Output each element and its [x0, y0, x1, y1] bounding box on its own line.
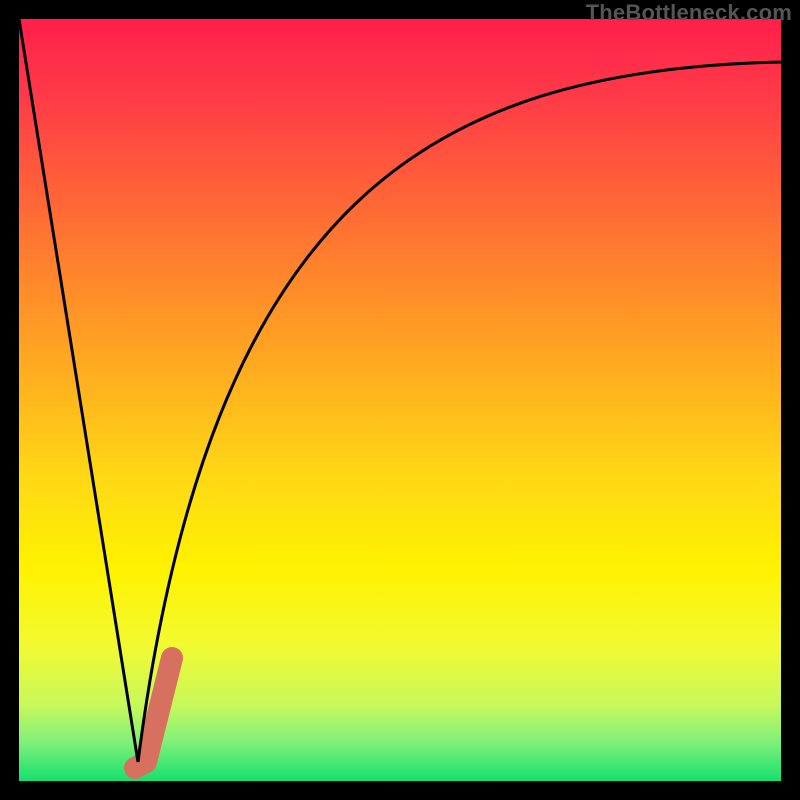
plot-area — [19, 19, 781, 781]
watermark-text: TheBottleneck.com — [586, 0, 792, 26]
chart-stage: TheBottleneck.com — [0, 0, 800, 800]
chart-svg — [0, 0, 800, 800]
